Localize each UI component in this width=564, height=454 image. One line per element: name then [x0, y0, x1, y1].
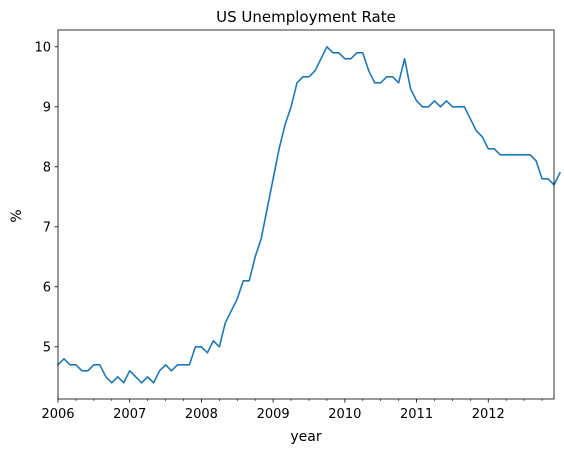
y-tick-label: 9: [43, 100, 51, 115]
x-tick-label: 2008: [185, 407, 218, 422]
x-tick-label: 2007: [113, 407, 146, 422]
x-tick-label: 2010: [328, 407, 361, 422]
y-tick-label: 5: [43, 340, 51, 355]
y-tick-label: 7: [43, 220, 51, 235]
y-axis: 5 6 7 8 9 10: [34, 40, 58, 355]
series-line: [56, 45, 562, 384]
y-tick-label: 8: [43, 160, 51, 175]
y-tick-label: 10: [34, 40, 51, 55]
plot-area: [56, 29, 562, 400]
chart-title: US Unemployment Rate: [216, 8, 396, 26]
y-axis-title: %: [9, 209, 25, 222]
x-axis-title: year: [290, 429, 321, 445]
x-tick-label: 2012: [472, 407, 505, 422]
x-tick-label: 2009: [257, 407, 290, 422]
x-tick-label: 2011: [400, 407, 433, 422]
y-tick-label: 6: [43, 280, 51, 295]
plot-frame: [57, 29, 555, 400]
x-tick-label: 2006: [41, 407, 74, 422]
x-axis: 2006 2007 2008 2009 2010 2011 2012: [41, 399, 543, 422]
